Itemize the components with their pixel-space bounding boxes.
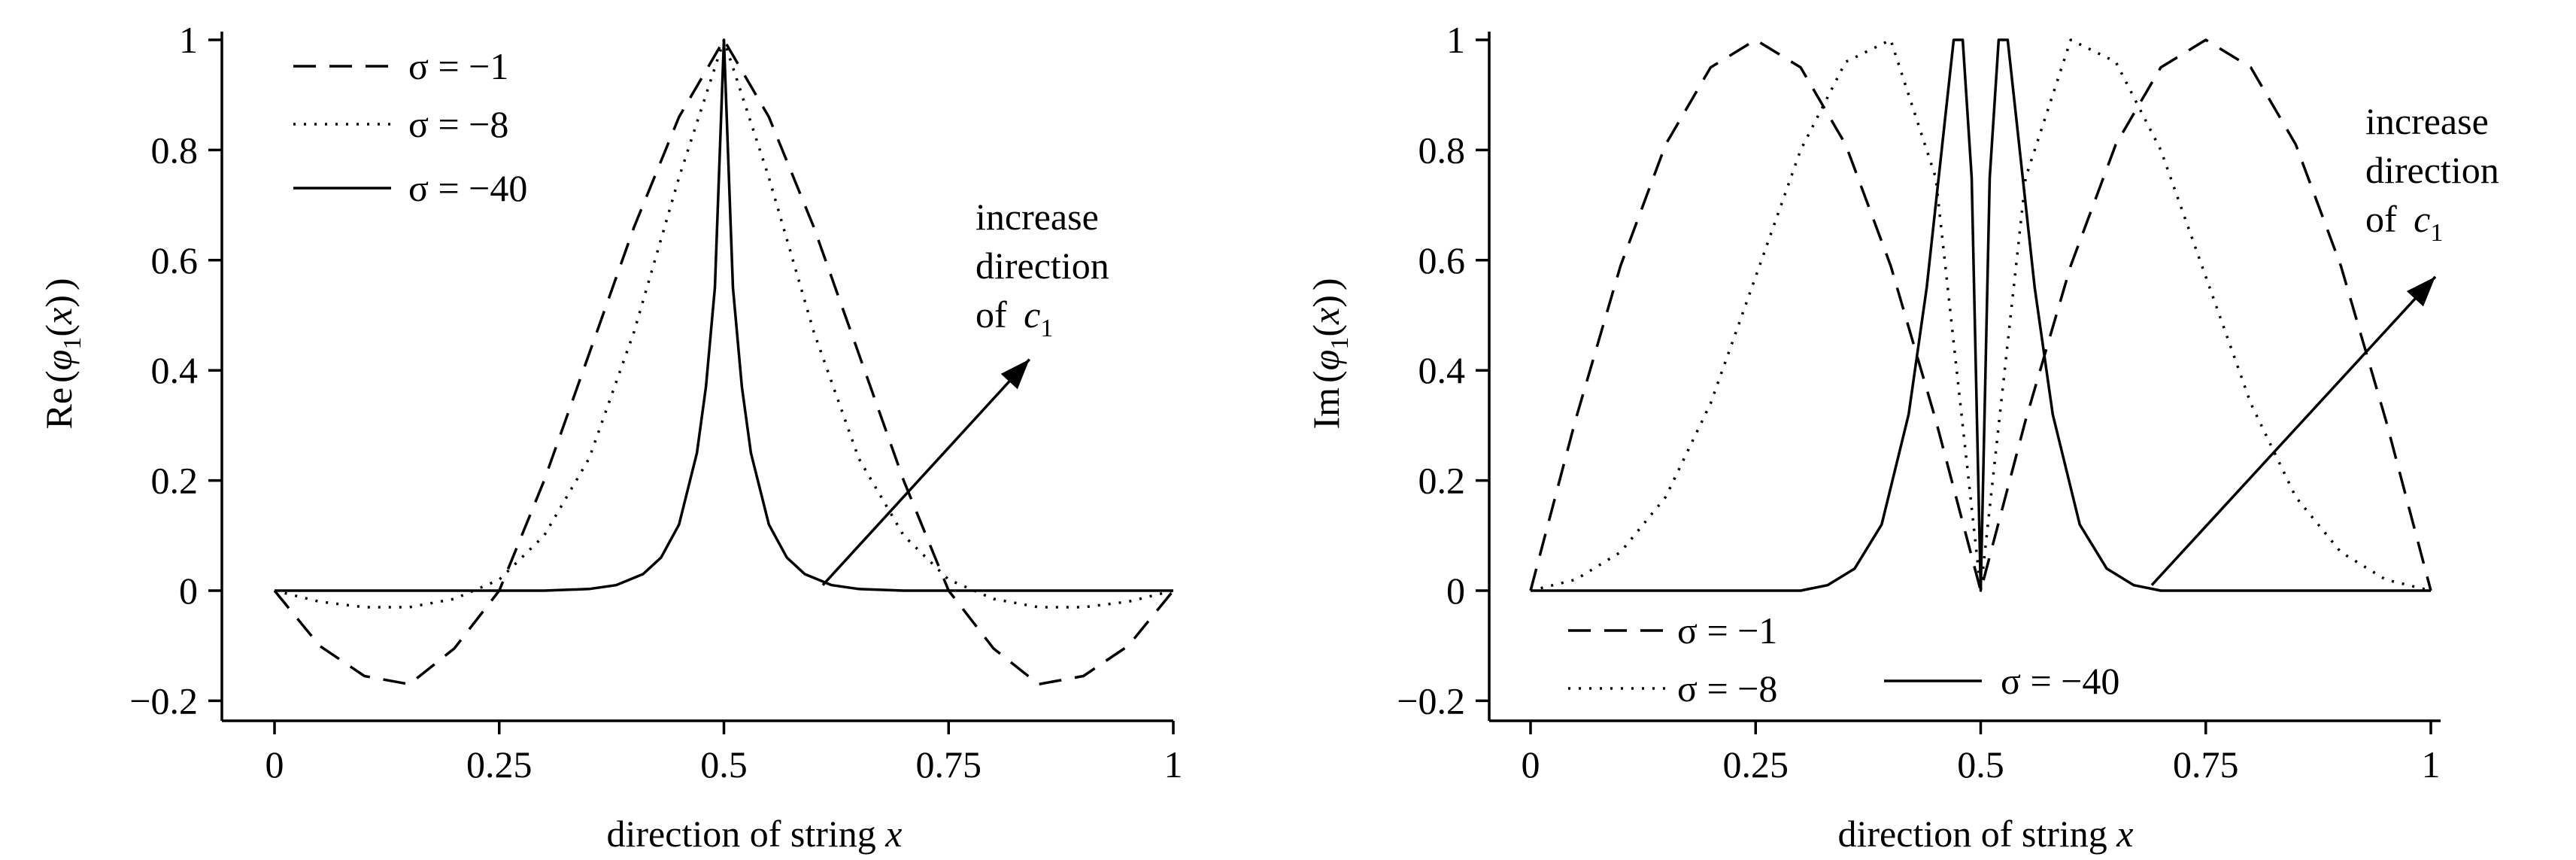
right-x-tick-label: 0.25	[1723, 743, 1789, 786]
left-y-axis-label: Re(φ1(x))	[38, 278, 86, 429]
right-annotation: increase direction of c1	[2365, 100, 2499, 247]
right-x-tick-label: 1	[2422, 743, 2441, 786]
right-y-tick-label: 0	[1446, 570, 1465, 612]
left-x-tick-label: 0	[265, 743, 284, 786]
left-chart: 0 0.25 0.5 0.75 1 −0.2 0 0.2 0.4 0.6 0.8 1 Re(φ1(x)…	[38, 19, 1183, 855]
left-x-tick-label: 1	[1164, 743, 1183, 786]
left-annotation: increase direction of c1	[975, 196, 1109, 342]
right-x-tick-label: 0	[1522, 743, 1540, 786]
right-annotation-line-1: increase	[2365, 100, 2489, 142]
right-legend-label-2: σ = −8	[1677, 667, 1777, 710]
right-series-dotted-line	[1530, 38, 2432, 592]
right-legend: σ = −1 σ = −8 σ = −40	[1568, 609, 2119, 710]
left-x-tick-label: 0.25	[466, 743, 532, 786]
left-legend-label-2: σ = −8	[408, 103, 508, 145]
right-series-solid-line	[1531, 38, 2431, 592]
right-annotation-arrowhead	[2406, 276, 2435, 307]
right-x-tick-label: 0.75	[2173, 743, 2239, 786]
right-y-axis-label: Im(φ1(x))	[1305, 278, 1354, 429]
right-y-tick-label: 1	[1446, 19, 1465, 61]
right-y-tick-label: 0.8	[1418, 129, 1466, 171]
right-x-tick-label: 0.5	[1957, 743, 2004, 786]
left-legend: σ = −1 σ = −8 σ = −40	[293, 45, 527, 209]
right-legend-label-3: σ = −40	[2001, 660, 2119, 702]
right-y-tick-label: −0.2	[1397, 679, 1465, 722]
right-y-tick-label: 0.4	[1418, 349, 1466, 391]
left-y-tick-label: 0.8	[151, 129, 199, 171]
left-y-tick-label: −0.2	[129, 679, 198, 722]
left-annotation-line-2: direction	[975, 245, 1109, 287]
left-series-dashed-line	[273, 38, 1175, 686]
left-annotation-line-1: increase	[975, 196, 1099, 238]
left-annotation-line-3: of c1	[975, 293, 1053, 342]
left-legend-label-1: σ = −1	[408, 45, 508, 87]
left-y-tick-label: 0.4	[151, 349, 199, 391]
right-chart: 0 0.25 0.5 0.75 1 −0.2 0 0.2 0.4 0.6 0.8 1 Im(φ1(x)…	[1305, 19, 2499, 855]
left-x-tick-label: 0.75	[916, 743, 982, 786]
right-x-axis-label: direction of string x	[1838, 813, 2134, 855]
right-y-tick-label: 0.2	[1418, 460, 1466, 502]
left-x-axis-label: direction of string x	[607, 813, 903, 855]
left-y-tick-label: 1	[179, 19, 198, 61]
left-x-tick-label: 0.5	[700, 743, 748, 786]
left-series-solid-line	[275, 38, 1173, 592]
left-y-tick-label: 0.2	[151, 460, 199, 502]
right-annotation-line-2: direction	[2365, 149, 2499, 191]
left-annotation-arrowhead	[1000, 359, 1030, 390]
left-y-tick-label: 0.6	[151, 239, 199, 281]
right-series-dashed-line	[1529, 38, 2432, 592]
left-legend-label-3: σ = −40	[408, 167, 527, 209]
right-legend-label-1: σ = −1	[1677, 609, 1777, 652]
left-y-tick-label: 0	[179, 570, 198, 612]
right-y-tick-label: 0.6	[1418, 239, 1466, 281]
right-annotation-line-3: of c1	[2365, 198, 2443, 247]
right-annotation-arrow-line	[2150, 275, 2437, 586]
left-annotation-arrow-line	[821, 358, 1031, 586]
